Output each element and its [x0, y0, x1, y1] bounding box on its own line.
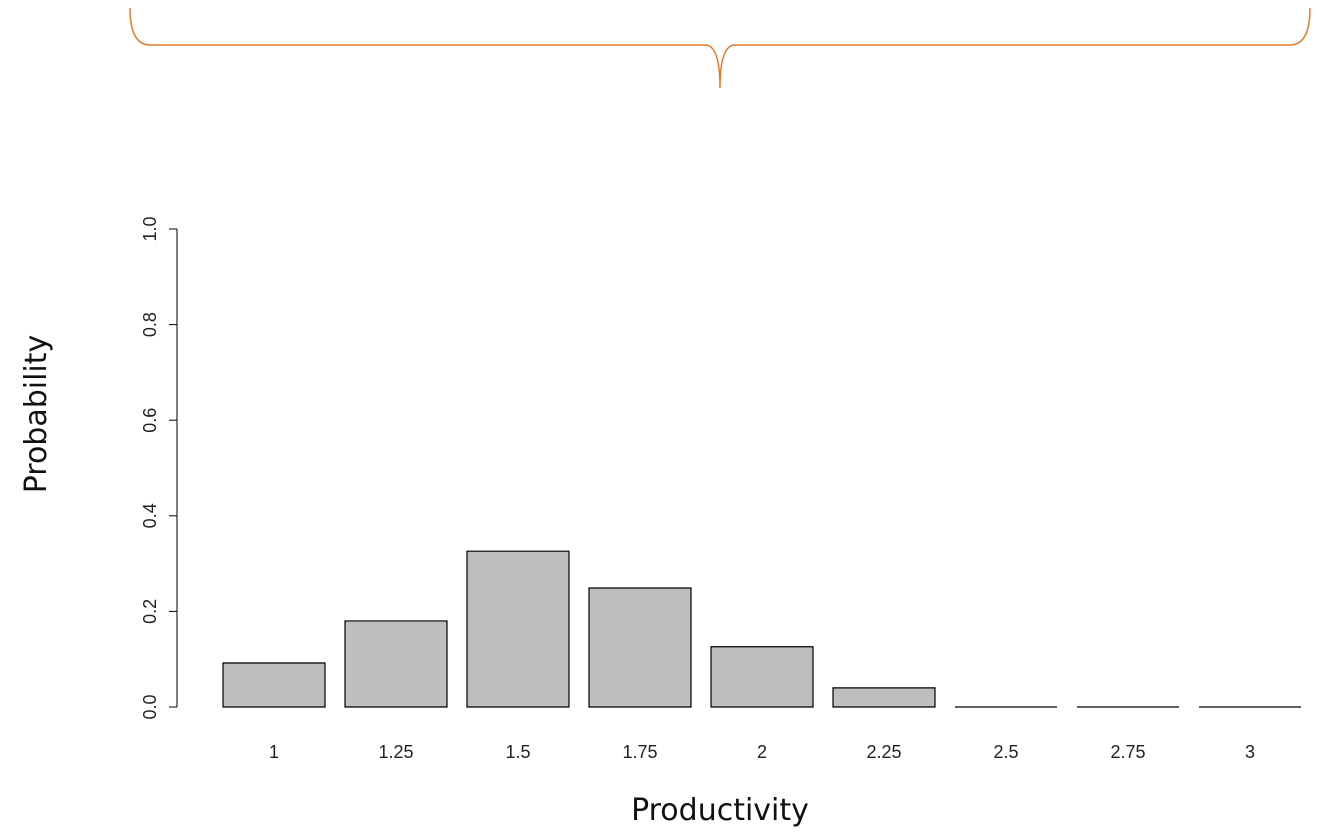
x-tick-label: 2 — [757, 742, 767, 762]
bar — [710, 646, 814, 708]
x-tick-label: 1.25 — [378, 742, 413, 762]
x-tick-label: 1.5 — [505, 742, 530, 762]
bar — [222, 662, 326, 708]
x-tick-label: 2.25 — [866, 742, 901, 762]
bar — [466, 550, 570, 708]
y-tick-label: 0.6 — [140, 408, 160, 433]
x-tick-label: 1 — [269, 742, 279, 762]
x-tick-label: 3 — [1245, 742, 1255, 762]
bar — [588, 587, 692, 708]
y-tick-label: 1.0 — [140, 216, 160, 241]
y-tick-label: 0.2 — [140, 599, 160, 624]
x-axis-title: Productivity — [631, 793, 809, 828]
y-axis-title: Probability — [19, 335, 54, 494]
y-tick-label: 0.4 — [140, 503, 160, 528]
bar — [344, 620, 448, 708]
x-tick-label: 1.75 — [622, 742, 657, 762]
bar — [832, 687, 936, 708]
x-tick-label: 2.5 — [993, 742, 1018, 762]
brace-decoration — [129, 7, 1311, 89]
y-tick-label: 0.0 — [140, 694, 160, 719]
y-tick-label: 0.8 — [140, 312, 160, 337]
x-tick-label: 2.75 — [1110, 742, 1145, 762]
